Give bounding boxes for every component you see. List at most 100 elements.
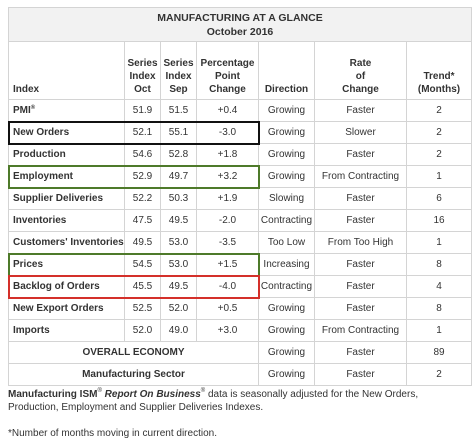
row-name-cell: Backlog of Orders [8,275,125,298]
table-row: Customers' Inventories 49.5 53.0 -3.5 Too Lo… [8,231,472,254]
col-header-series-oct: Series Index Oct [124,41,161,100]
rate-cell: Faster [314,143,407,166]
series-oct-cell: 52.2 [124,187,161,210]
trend-cell: 89 [406,341,472,364]
rate-cell: Faster [314,187,407,210]
series-oct-cell: 47.5 [124,209,161,232]
series-sep-cell: 55.1 [160,121,197,144]
row-name-cell: Prices [8,253,125,276]
trend-cell: 8 [406,297,472,320]
series-oct-cell: 49.5 [124,231,161,254]
table-row: Employment 52.9 49.7 +3.2 Growing From Contra… [8,165,472,188]
direction-cell: Growing [258,297,315,320]
rate-cell: From Contracting [314,165,407,188]
row-name-cell: Imports [8,319,125,342]
change-cell: +1.8 [196,143,259,166]
direction-cell: Growing [258,121,315,144]
direction-cell: Growing [258,363,315,386]
direction-cell: Growing [258,165,315,188]
change-cell: -3.0 [196,121,259,144]
change-cell: -2.0 [196,209,259,232]
trend-cell: 2 [406,121,472,144]
trend-cell: 2 [406,143,472,166]
series-oct-cell: 52.5 [124,297,161,320]
direction-cell: Growing [258,143,315,166]
table-row: Production 54.6 52.8 +1.8 Growing Faster 2 [8,143,472,166]
table-row: Inventories 47.5 49.5 -2.0 Contracting Faster… [8,209,472,232]
series-sep-cell: 52.8 [160,143,197,166]
rate-cell: Faster [314,99,407,122]
table-row: Supplier Deliveries 52.2 50.3 +1.9 Slowing Fa… [8,187,472,210]
trend-cell: 4 [406,275,472,298]
trend-cell: 2 [406,99,472,122]
rate-cell: Slower [314,121,407,144]
table-row: Imports 52.0 49.0 +3.0 Growing From Contracti… [8,319,472,342]
ism-table-container: MANUFACTURING AT A GLANCE October 2016 I… [8,7,472,386]
series-sep-cell: 53.0 [160,231,197,254]
change-cell: +1.5 [196,253,259,276]
trend-cell: 6 [406,187,472,210]
summary-rows: OVERALL ECONOMY Growing Faster 89 Manufactur… [8,341,472,386]
direction-cell: Growing [258,341,315,364]
trend-cell: 2 [406,363,472,386]
series-sep-cell: 49.5 [160,275,197,298]
col-header-direction: Direction [258,41,315,100]
series-oct-cell: 45.5 [124,275,161,298]
change-cell: +3.2 [196,165,259,188]
rate-cell: From Contracting [314,319,407,342]
rate-cell: From Too High [314,231,407,254]
rate-cell: Faster [314,363,407,386]
change-cell: +3.0 [196,319,259,342]
series-oct-cell: 52.9 [124,165,161,188]
summary-row: OVERALL ECONOMY Growing Faster 89 [8,341,472,364]
row-name-cell: Customers' Inventories [8,231,125,254]
trend-cell: 1 [406,165,472,188]
summary-label-cell: OVERALL ECONOMY [8,341,259,364]
row-name-cell: PMI® [8,99,125,122]
row-name-cell: New Export Orders [8,297,125,320]
direction-cell: Contracting [258,209,315,232]
rate-cell: Faster [314,275,407,298]
rate-cell: Faster [314,209,407,232]
change-cell: +1.9 [196,187,259,210]
series-sep-cell: 49.7 [160,165,197,188]
row-name-cell: Production [8,143,125,166]
col-header-series-sep: Series Index Sep [160,41,197,100]
trend-cell: 16 [406,209,472,232]
direction-cell: Growing [258,99,315,122]
table-row: PMI® 51.9 51.5 +0.4 Growing Faster 2 [8,99,472,122]
change-cell: +0.5 [196,297,259,320]
footnote-seasonal: Manufacturing ISM® Report On Business® d… [8,388,419,413]
manufacturing-at-a-glance-table: MANUFACTURING AT A GLANCE October 2016 I… [8,7,472,386]
trend-cell: 8 [406,253,472,276]
row-name-cell: Inventories [8,209,125,232]
series-sep-cell: 53.0 [160,253,197,276]
direction-cell: Increasing [258,253,315,276]
table-row: Backlog of Orders 45.5 49.5 -4.0 Contracting… [8,275,472,298]
table-row: Prices 54.5 53.0 +1.5 Increasing Faster 8 [8,253,472,276]
series-oct-cell: 51.9 [124,99,161,122]
direction-cell: Growing [258,319,315,342]
trend-cell: 1 [406,231,472,254]
row-name-cell: Employment [8,165,125,188]
series-sep-cell: 52.0 [160,297,197,320]
table-row: New Orders 52.1 55.1 -3.0 Growing Slower 2 [8,121,472,144]
series-oct-cell: 52.0 [124,319,161,342]
table-title: MANUFACTURING AT A GLANCE [8,7,472,25]
series-oct-cell: 52.1 [124,121,161,144]
footnote-block: Manufacturing ISM® Report On Business® d… [8,388,471,440]
row-name-cell: New Orders [8,121,125,144]
series-sep-cell: 49.0 [160,319,197,342]
summary-label-cell: Manufacturing Sector [8,363,259,386]
series-sep-cell: 50.3 [160,187,197,210]
col-header-rate: Rate of Change [314,41,407,100]
series-oct-cell: 54.5 [124,253,161,276]
change-cell: -4.0 [196,275,259,298]
table-row: New Export Orders 52.5 52.0 +0.5 Growing Fast… [8,297,472,320]
series-oct-cell: 54.6 [124,143,161,166]
summary-row: Manufacturing Sector Growing Faster 2 [8,363,472,386]
rate-cell: Faster [314,253,407,276]
series-sep-cell: 51.5 [160,99,197,122]
change-cell: +0.4 [196,99,259,122]
rate-cell: Faster [314,341,407,364]
